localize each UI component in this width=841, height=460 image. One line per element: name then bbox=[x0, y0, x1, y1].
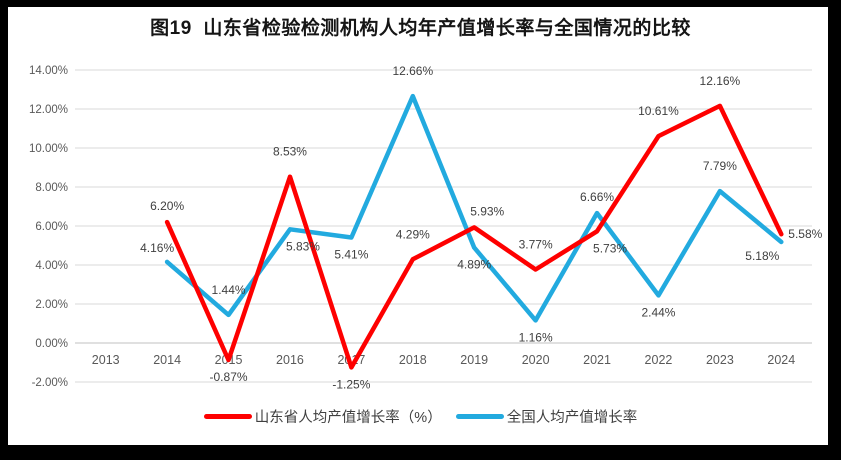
data-label-national: 6.66% bbox=[580, 190, 614, 204]
y-tick-label: 6.00% bbox=[35, 221, 68, 233]
legend-label-shandong: 山东省人均产值增长率（%） bbox=[254, 410, 442, 426]
x-tick-label: 2021 bbox=[583, 353, 611, 367]
y-tick-label: 12.00% bbox=[29, 104, 68, 116]
data-label-shandong: 6.20% bbox=[150, 199, 184, 213]
data-label-national: 2.44% bbox=[641, 305, 675, 319]
data-label-national: 4.89% bbox=[457, 258, 491, 272]
y-tick-label: -2.00% bbox=[32, 377, 68, 389]
data-label-shandong: 5.58% bbox=[788, 227, 822, 241]
data-label-national: 1.44% bbox=[212, 283, 246, 297]
chart-title: 图19 山东省检验检测机构人均年产值增长率与全国情况的比较 bbox=[150, 18, 691, 39]
data-label-shandong: 10.61% bbox=[638, 104, 679, 118]
data-label-shandong: 4.29% bbox=[396, 227, 430, 241]
x-tick-label: 2018 bbox=[399, 353, 427, 367]
legend-line-swatch-national bbox=[455, 414, 504, 419]
y-tick-label: 14.00% bbox=[29, 65, 68, 77]
data-label-shandong: 3.77% bbox=[519, 237, 553, 251]
data-label-national: 5.18% bbox=[745, 249, 779, 263]
x-tick-label: 2020 bbox=[522, 353, 550, 367]
legend-line-swatch-shandong bbox=[203, 414, 252, 419]
data-label-shandong: 5.73% bbox=[593, 241, 627, 255]
x-tick-label: 2019 bbox=[460, 353, 488, 367]
legend: 山东省人均产值增长率（%） 全国人均产值增长率 bbox=[0, 406, 841, 427]
y-tick-label: 10.00% bbox=[29, 143, 68, 155]
x-tick-label: 2024 bbox=[767, 353, 795, 367]
y-tick-label: 8.00% bbox=[35, 182, 68, 194]
data-label-national: 7.79% bbox=[703, 159, 737, 173]
y-tick-label: 4.00% bbox=[35, 260, 68, 272]
series-line-national bbox=[164, 93, 784, 323]
data-label-national: 5.41% bbox=[334, 248, 368, 262]
x-tick-label: 2013 bbox=[92, 353, 120, 367]
x-tick-label: 2014 bbox=[153, 353, 181, 367]
y-tick-label: 0.00% bbox=[35, 338, 68, 350]
y-tick-label: 2.00% bbox=[35, 299, 68, 311]
data-label-national: 12.66% bbox=[392, 64, 433, 78]
data-label-national: 4.16% bbox=[140, 241, 174, 255]
legend-label-national: 全国人均产值增长率 bbox=[506, 410, 638, 426]
data-label-shandong: -1.25% bbox=[332, 377, 370, 391]
x-tick-label: 2022 bbox=[645, 353, 673, 367]
x-tick-label: 2023 bbox=[706, 353, 734, 367]
legend-item-national: 全国人均产值增长率 bbox=[455, 406, 638, 427]
data-label-shandong: 8.53% bbox=[273, 145, 307, 159]
x-tick-label: 2016 bbox=[276, 353, 304, 367]
data-label-national: 1.16% bbox=[519, 330, 553, 344]
data-label-shandong: 5.93% bbox=[470, 204, 504, 218]
series-line-shandong bbox=[164, 103, 784, 370]
data-label-shandong: -0.87% bbox=[210, 370, 248, 384]
data-label-shandong: 12.16% bbox=[700, 74, 741, 88]
legend-item-shandong: 山东省人均产值增长率（%） bbox=[203, 406, 442, 427]
data-label-national: 5.83% bbox=[286, 239, 320, 253]
